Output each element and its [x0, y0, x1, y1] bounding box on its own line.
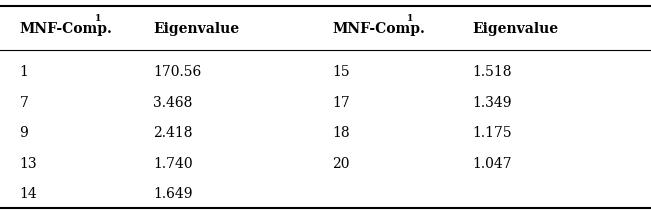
Text: 1: 1	[94, 14, 101, 23]
Text: 1: 1	[20, 66, 29, 79]
Text: 1.175: 1.175	[472, 126, 512, 140]
Text: 15: 15	[332, 66, 350, 79]
Text: 18: 18	[332, 126, 350, 140]
Text: 13: 13	[20, 157, 37, 171]
Text: Eigenvalue: Eigenvalue	[153, 22, 239, 35]
Text: 1.649: 1.649	[153, 187, 193, 201]
Text: 1.740: 1.740	[153, 157, 193, 171]
Text: 14: 14	[20, 187, 37, 201]
Text: 17: 17	[332, 96, 350, 110]
Text: 3.468: 3.468	[153, 96, 192, 110]
Text: 2.418: 2.418	[153, 126, 193, 140]
Text: 1: 1	[407, 14, 413, 23]
Text: 7: 7	[20, 96, 29, 110]
Text: 9: 9	[20, 126, 28, 140]
Text: 1.518: 1.518	[472, 66, 512, 79]
Text: 1.349: 1.349	[472, 96, 512, 110]
Text: 20: 20	[332, 157, 350, 171]
Text: MNF-Comp.: MNF-Comp.	[20, 22, 113, 35]
Text: Eigenvalue: Eigenvalue	[472, 22, 558, 35]
Text: 170.56: 170.56	[153, 66, 201, 79]
Text: MNF-Comp.: MNF-Comp.	[332, 22, 425, 35]
Text: 1.047: 1.047	[472, 157, 512, 171]
